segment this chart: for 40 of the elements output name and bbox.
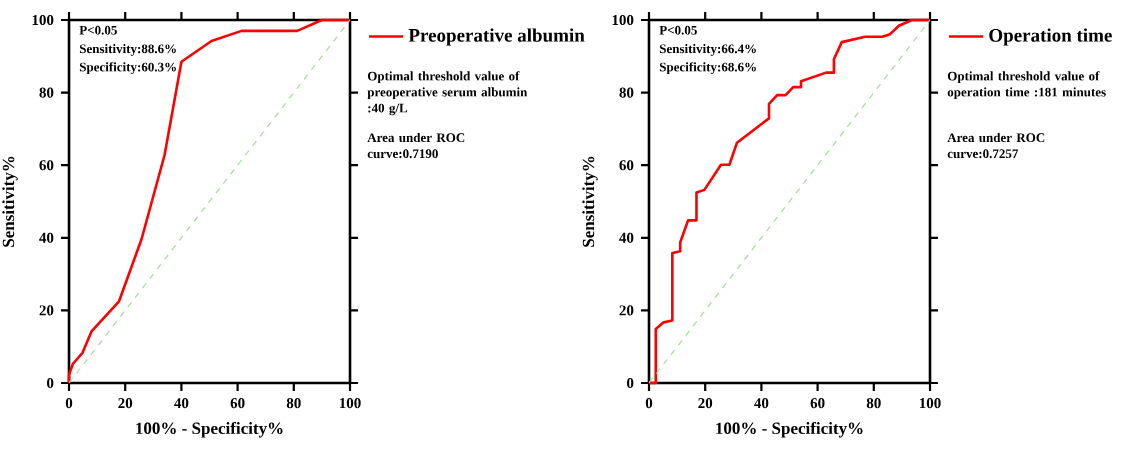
annotation: Specificity:68.6% bbox=[659, 62, 756, 75]
annotation: P<0.05 bbox=[79, 25, 117, 35]
y-tick-label: 40 bbox=[619, 232, 634, 243]
y-tick-label: 100 bbox=[32, 14, 54, 26]
annotation: Specificity:60.3% bbox=[79, 62, 176, 75]
y-tick-label: 0 bbox=[47, 377, 54, 389]
x-axis-title: 100% - Specificity% bbox=[136, 421, 283, 438]
x-tick-label: 80 bbox=[866, 398, 881, 409]
y-tick-label: 80 bbox=[619, 87, 634, 98]
text: Optimal threshold value of operation time :181 minutes bbox=[947, 71, 1106, 100]
x-tick-label: 20 bbox=[118, 398, 133, 409]
y-tick-label: 0 bbox=[627, 377, 634, 389]
x-axis-title: 100% - Specificity% bbox=[716, 421, 863, 438]
annotation: P<0.05 bbox=[659, 25, 697, 35]
text: Area under ROC curve:0.7257 bbox=[947, 132, 1045, 159]
legend-label: Preoperative albumin bbox=[408, 28, 585, 46]
y-tick-label: 100 bbox=[612, 14, 634, 26]
x-tick-label: 40 bbox=[174, 398, 189, 409]
y-tick-label: 20 bbox=[39, 305, 54, 316]
text: Optimal threshold value of preoperative serum albumin :40 g/L bbox=[367, 71, 528, 116]
y-axis-title: Sensitivity% bbox=[2, 156, 18, 247]
annotation: Sensitivity:88.6% bbox=[79, 44, 176, 56]
x-tick-label: 100 bbox=[339, 398, 361, 409]
y-tick-label: 20 bbox=[619, 305, 634, 316]
y-axis-title: Sensitivity% bbox=[582, 156, 598, 247]
x-tick-label: 80 bbox=[286, 398, 301, 409]
legend-label: Operation time bbox=[989, 28, 1112, 46]
x-tick-label: 0 bbox=[65, 398, 73, 409]
y-tick-label: 60 bbox=[619, 160, 634, 171]
x-tick-label: 100 bbox=[919, 398, 941, 409]
x-tick-label: 0 bbox=[645, 398, 653, 409]
x-tick-label: 40 bbox=[754, 398, 769, 409]
x-tick-label: 20 bbox=[698, 398, 713, 409]
x-tick-label: 60 bbox=[810, 398, 825, 409]
text: Area under ROC curve:0.7190 bbox=[367, 132, 465, 159]
x-tick-label: 60 bbox=[230, 398, 245, 409]
annotation: Sensitivity:66.4% bbox=[659, 44, 756, 56]
y-tick-label: 40 bbox=[39, 232, 54, 243]
y-tick-label: 80 bbox=[39, 87, 54, 98]
y-tick-label: 60 bbox=[39, 160, 54, 171]
